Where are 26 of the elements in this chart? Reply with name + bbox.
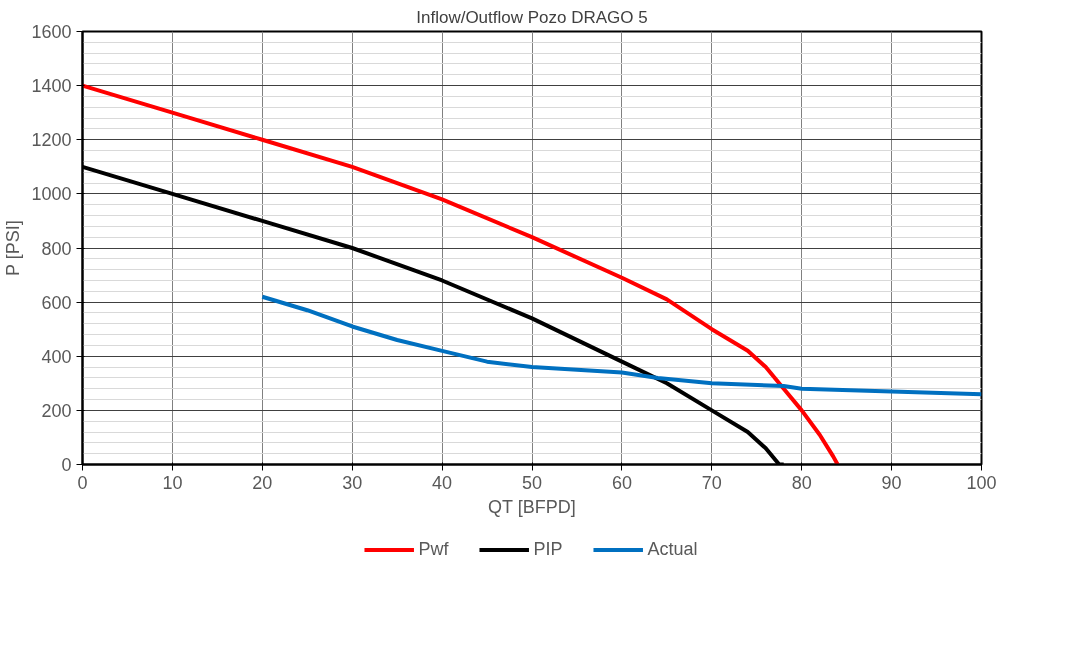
x-tick-label: 90 [881, 472, 902, 493]
y-tick-label: 1000 [31, 184, 72, 205]
y-tick-label: 1400 [31, 76, 72, 97]
y-tick-label: 0 [61, 455, 72, 475]
y-tick-label: 1200 [31, 130, 72, 151]
x-axis-title: QT [BFPD] [488, 496, 576, 517]
chart-title: Inflow/Outflow Pozo DRAGO 5 [416, 7, 648, 27]
x-tick-label: 100 [966, 472, 997, 493]
x-tick-label: 20 [252, 472, 273, 493]
legend-label: Pwf [418, 538, 449, 560]
x-tick-label: 0 [77, 472, 88, 493]
x-tick-label: 10 [162, 472, 183, 493]
y-tick-label: 200 [41, 400, 72, 421]
x-tick-label: 50 [521, 472, 543, 493]
legend-label: Actual [647, 538, 698, 560]
x-tick-label: 40 [432, 472, 453, 493]
x-tick-label: 80 [791, 472, 812, 493]
x-tick-label: 70 [701, 472, 722, 493]
y-axis-title: P [PSI] [3, 220, 24, 277]
legend-label: PIP [533, 538, 563, 560]
y-tick-label: 600 [41, 292, 72, 313]
y-tick-label: 1600 [31, 22, 72, 42]
x-tick-label: 60 [611, 472, 632, 493]
x-tick-label: 30 [342, 472, 363, 493]
y-tick-label: 800 [41, 238, 72, 259]
y-tick-label: 400 [41, 346, 72, 367]
